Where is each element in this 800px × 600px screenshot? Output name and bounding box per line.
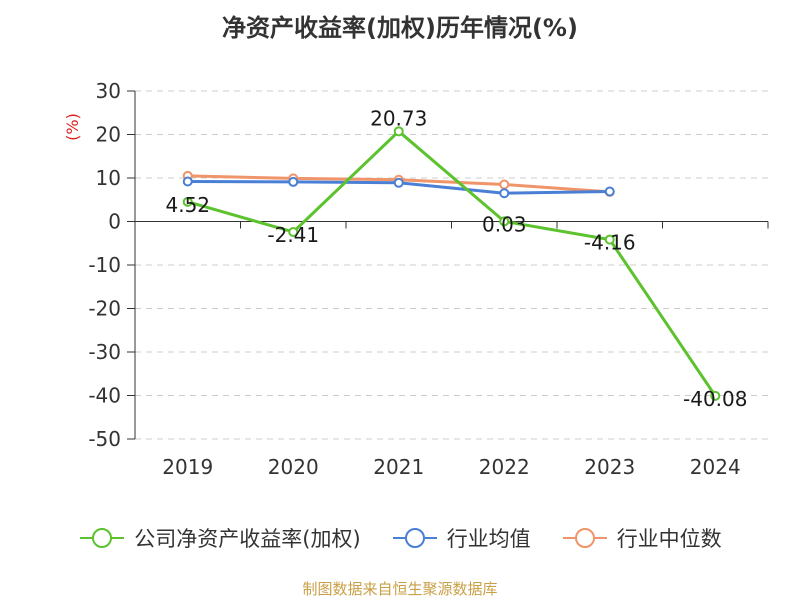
y-axis-label: (%) (63, 113, 82, 141)
data-point (393, 126, 404, 137)
legend-label: 行业均值 (446, 527, 531, 551)
chart-title: 净资产收益率(加权)历年情况(%) (222, 14, 578, 42)
data-point (499, 216, 510, 227)
series-line (187, 129, 717, 397)
x-tick-label: 2021 (373, 455, 424, 479)
y-tick-label: -50 (88, 427, 121, 451)
x-tick-label: 2023 (584, 455, 635, 479)
data-label: 4.52 (165, 193, 210, 217)
y-tick-label: 0 (108, 210, 121, 234)
data-label: -40.08 (683, 387, 747, 411)
legend-item: 公司净资产收益率(加权) (78, 523, 361, 553)
legend-swatch (562, 528, 607, 548)
legend-swatch (392, 528, 437, 548)
x-tick-label: 2019 (162, 455, 213, 479)
x-tick-label: 2024 (690, 455, 741, 479)
data-point (182, 176, 193, 187)
data-label: -2.41 (267, 223, 319, 247)
source-note: 制图数据来自恒生聚源数据库 (302, 580, 498, 598)
data-point (182, 196, 193, 207)
data-point (604, 186, 615, 197)
legend-label: 行业中位数 (616, 527, 722, 551)
data-point (499, 179, 510, 190)
y-tick-label: 20 (96, 123, 121, 147)
legend-label: 公司净资产收益率(加权) (134, 527, 361, 551)
x-tick-label: 2022 (479, 455, 530, 479)
x-tick-label: 2020 (268, 455, 319, 479)
data-label: 20.73 (370, 106, 427, 130)
data-point (393, 177, 404, 188)
legend-swatch (80, 528, 125, 548)
legend: 公司净资产收益率(加权) 行业均值 行业中位数 (0, 518, 800, 558)
y-tick-label: -20 (88, 297, 121, 321)
y-tick-label: -10 (88, 253, 121, 277)
y-tick-label: 10 (96, 166, 121, 190)
data-point (710, 390, 721, 401)
y-tick-label: -40 (88, 384, 121, 408)
y-tick-label: -30 (88, 340, 121, 364)
data-point (499, 188, 510, 199)
data-point (288, 226, 299, 237)
y-tick-label: 30 (96, 79, 121, 103)
data-label: 0.03 (482, 212, 527, 236)
data-point (604, 234, 615, 245)
legend-item: 行业中位数 (561, 523, 722, 553)
data-label: -4.16 (584, 231, 636, 255)
legend-item: 行业均值 (391, 523, 531, 553)
data-point (288, 176, 299, 187)
